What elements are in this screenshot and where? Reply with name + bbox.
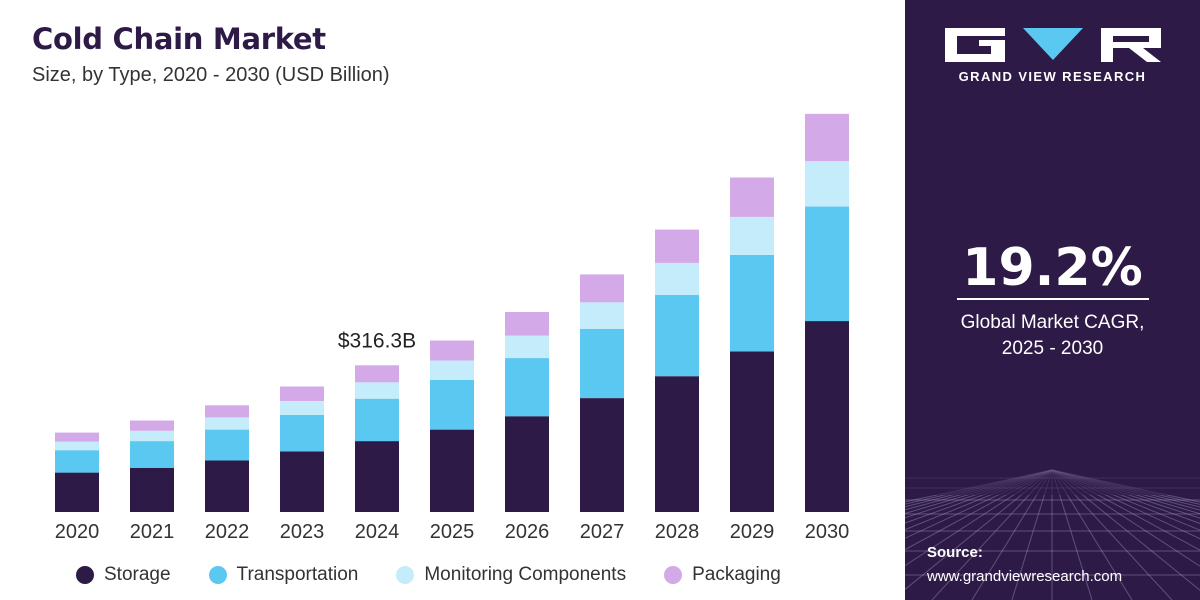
bar-segment-packaging-2029 xyxy=(730,177,774,217)
legend-item-storage: Storage xyxy=(76,564,171,586)
source-label: Source: xyxy=(927,544,983,561)
bar-segment-transportation-2024 xyxy=(355,398,399,442)
bar-segment-transportation-2028 xyxy=(655,295,699,377)
bar-segment-monitoring-components-2030 xyxy=(805,161,849,207)
chart-legend: Storage Transportation Monitoring Componen… xyxy=(76,563,819,587)
brand-name: GRAND VIEW RESEARCH xyxy=(958,69,1147,84)
perspective-grid-decoration xyxy=(905,455,1200,600)
bar-segment-transportation-2022 xyxy=(205,429,249,461)
bar-segment-packaging-2020 xyxy=(55,432,99,442)
bar-segment-monitoring-components-2029 xyxy=(730,216,774,255)
bar-segment-packaging-2024 xyxy=(355,365,399,383)
bar-segment-packaging-2028 xyxy=(655,229,699,263)
legend-swatch-storage xyxy=(76,566,94,584)
bar-segment-packaging-2023 xyxy=(280,386,324,401)
source-url[interactable]: www.grandviewresearch.com xyxy=(927,568,1123,585)
bar-segment-storage-2027 xyxy=(580,398,624,512)
bar-segment-storage-2025 xyxy=(430,429,474,512)
bar-segment-packaging-2025 xyxy=(430,340,474,361)
bar-segment-monitoring-components-2021 xyxy=(130,430,174,442)
bar-segment-transportation-2030 xyxy=(805,206,849,321)
chart-title: Cold Chain Market xyxy=(32,22,326,56)
bar-segment-packaging-2027 xyxy=(580,274,624,303)
x-tick-label-2028: 2028 xyxy=(655,521,700,543)
bar-segment-storage-2020 xyxy=(55,472,99,512)
cagr-label-line1: Global Market CAGR, xyxy=(960,312,1145,333)
chart-subtitle: Size, by Type, 2020 - 2030 (USD Billion) xyxy=(32,64,390,86)
legend-label-transportation: Transportation xyxy=(236,564,359,585)
legend-swatch-transportation xyxy=(208,566,227,584)
cagr-label: Global Market CAGR, 2025 - 2030 xyxy=(905,310,1200,362)
x-tick-label-2024: 2024 xyxy=(355,521,400,543)
bar-segment-transportation-2026 xyxy=(505,358,549,417)
x-tick-label-2020: 2020 xyxy=(55,521,100,543)
bar-segment-storage-2023 xyxy=(280,451,324,512)
bar-segment-storage-2022 xyxy=(205,460,249,512)
legend-swatch-monitoring-components xyxy=(396,566,415,584)
legend-swatch-packaging xyxy=(664,566,683,584)
x-tick-label-2029: 2029 xyxy=(730,521,775,543)
bar-segment-packaging-2022 xyxy=(205,405,249,418)
x-tick-label-2021: 2021 xyxy=(130,521,175,543)
bar-segment-storage-2021 xyxy=(130,467,174,512)
x-tick-label-2030: 2030 xyxy=(805,521,850,543)
x-tick-label-2022: 2022 xyxy=(205,521,250,543)
x-tick-label-2026: 2026 xyxy=(505,521,550,543)
legend-label-packaging: Packaging xyxy=(692,564,781,585)
bar-segment-monitoring-components-2026 xyxy=(505,335,549,358)
cagr-value: 19.2% xyxy=(962,238,1143,298)
legend-item-monitoring-components: Monitoring Components xyxy=(396,564,626,586)
bar-segment-storage-2030 xyxy=(805,321,849,512)
bar-segment-packaging-2026 xyxy=(505,312,549,336)
x-tick-label-2023: 2023 xyxy=(280,521,325,543)
bar-segment-transportation-2025 xyxy=(430,379,474,430)
cagr-divider xyxy=(957,298,1149,300)
bar-segment-transportation-2020 xyxy=(55,450,99,473)
bar-segment-monitoring-components-2024 xyxy=(355,382,399,399)
bar-segment-storage-2026 xyxy=(505,416,549,512)
bar-segment-monitoring-components-2023 xyxy=(280,401,324,415)
legend-label-storage: Storage xyxy=(104,564,171,585)
cagr-label-line2: 2025 - 2030 xyxy=(1001,338,1104,359)
bar-segment-transportation-2027 xyxy=(580,329,624,399)
bar-segment-monitoring-components-2022 xyxy=(205,417,249,430)
x-tick-label-2027: 2027 xyxy=(580,521,625,543)
bar-segment-transportation-2023 xyxy=(280,415,324,452)
legend-label-monitoring-components: Monitoring Components xyxy=(424,564,627,585)
bar-segment-monitoring-components-2028 xyxy=(655,262,699,295)
bar-segment-monitoring-components-2025 xyxy=(430,360,474,380)
bar-segment-transportation-2029 xyxy=(730,255,774,352)
bar-segment-packaging-2030 xyxy=(805,113,849,162)
bar-segment-storage-2029 xyxy=(730,351,774,512)
bar-segment-storage-2028 xyxy=(655,376,699,512)
bar-segment-monitoring-components-2027 xyxy=(580,302,624,329)
x-tick-label-2025: 2025 xyxy=(430,521,475,543)
data-label-2024: $316.3B xyxy=(338,329,416,352)
legend-item-transportation: Transportation xyxy=(208,564,359,586)
stacked-bar-chart: 2020 2021 2022 2023 2024 2025 2026 2027 2028 2029… xyxy=(55,113,850,543)
bar-segment-monitoring-components-2020 xyxy=(55,441,99,451)
bar-segment-storage-2024 xyxy=(355,441,399,512)
bar-segment-packaging-2021 xyxy=(130,420,174,431)
chart-area: Cold Chain Market Size, by Type, 2020 - … xyxy=(32,22,850,587)
legend-item-packaging: Packaging xyxy=(664,564,781,586)
bar-segment-transportation-2021 xyxy=(130,441,174,468)
info-panel: GRAND VIEW RESEARCH 19.2% Global Market … xyxy=(905,0,1200,600)
gvr-logo-icon xyxy=(945,28,1161,62)
